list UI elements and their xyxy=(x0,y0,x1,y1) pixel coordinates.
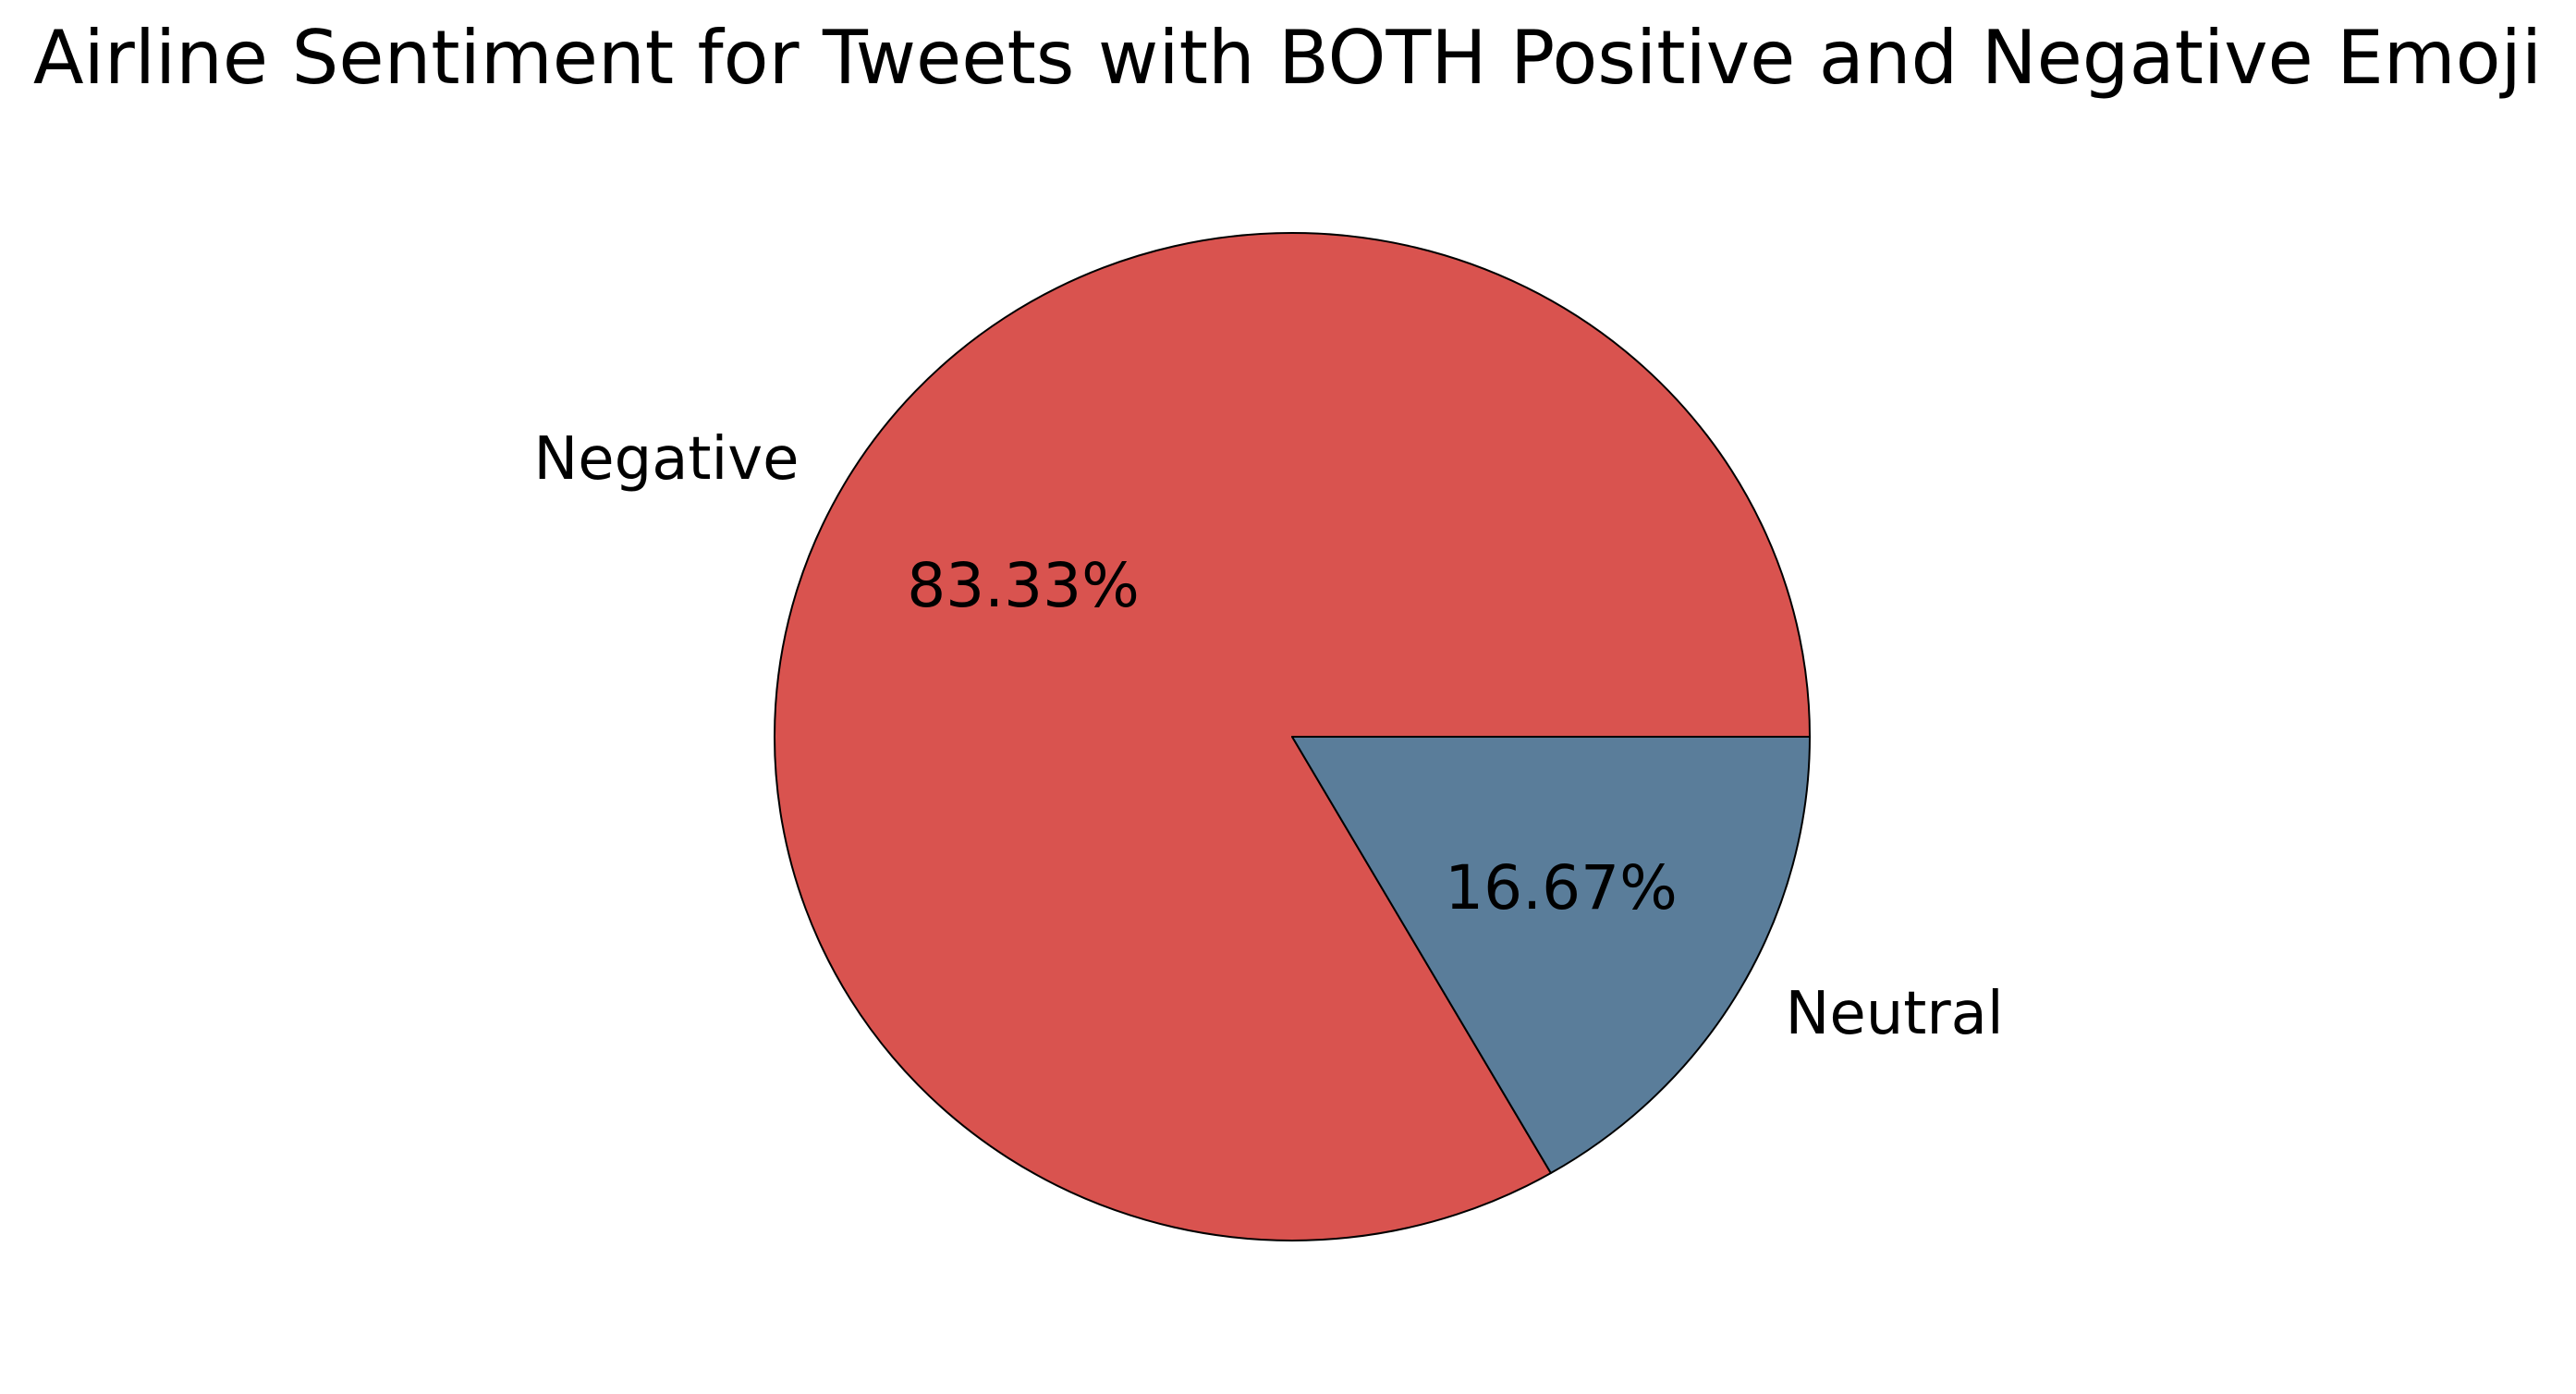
chart-title: Airline Sentiment for Tweets with BOTH P… xyxy=(33,15,2542,101)
slice-label-neutral: Neutral xyxy=(1785,980,2003,1048)
pie-slices xyxy=(774,232,1811,1241)
pie-slice-neutral xyxy=(1291,736,1811,1175)
slice-percent-neutral: 16.67% xyxy=(1445,852,1678,923)
pie-labels: Negative 83.33% Neutral 16.67% xyxy=(533,425,2003,1048)
slice-percent-negative: 83.33% xyxy=(907,550,1140,621)
pie-slice-negative xyxy=(774,232,1811,1241)
slice-label-negative: Negative xyxy=(533,425,799,494)
